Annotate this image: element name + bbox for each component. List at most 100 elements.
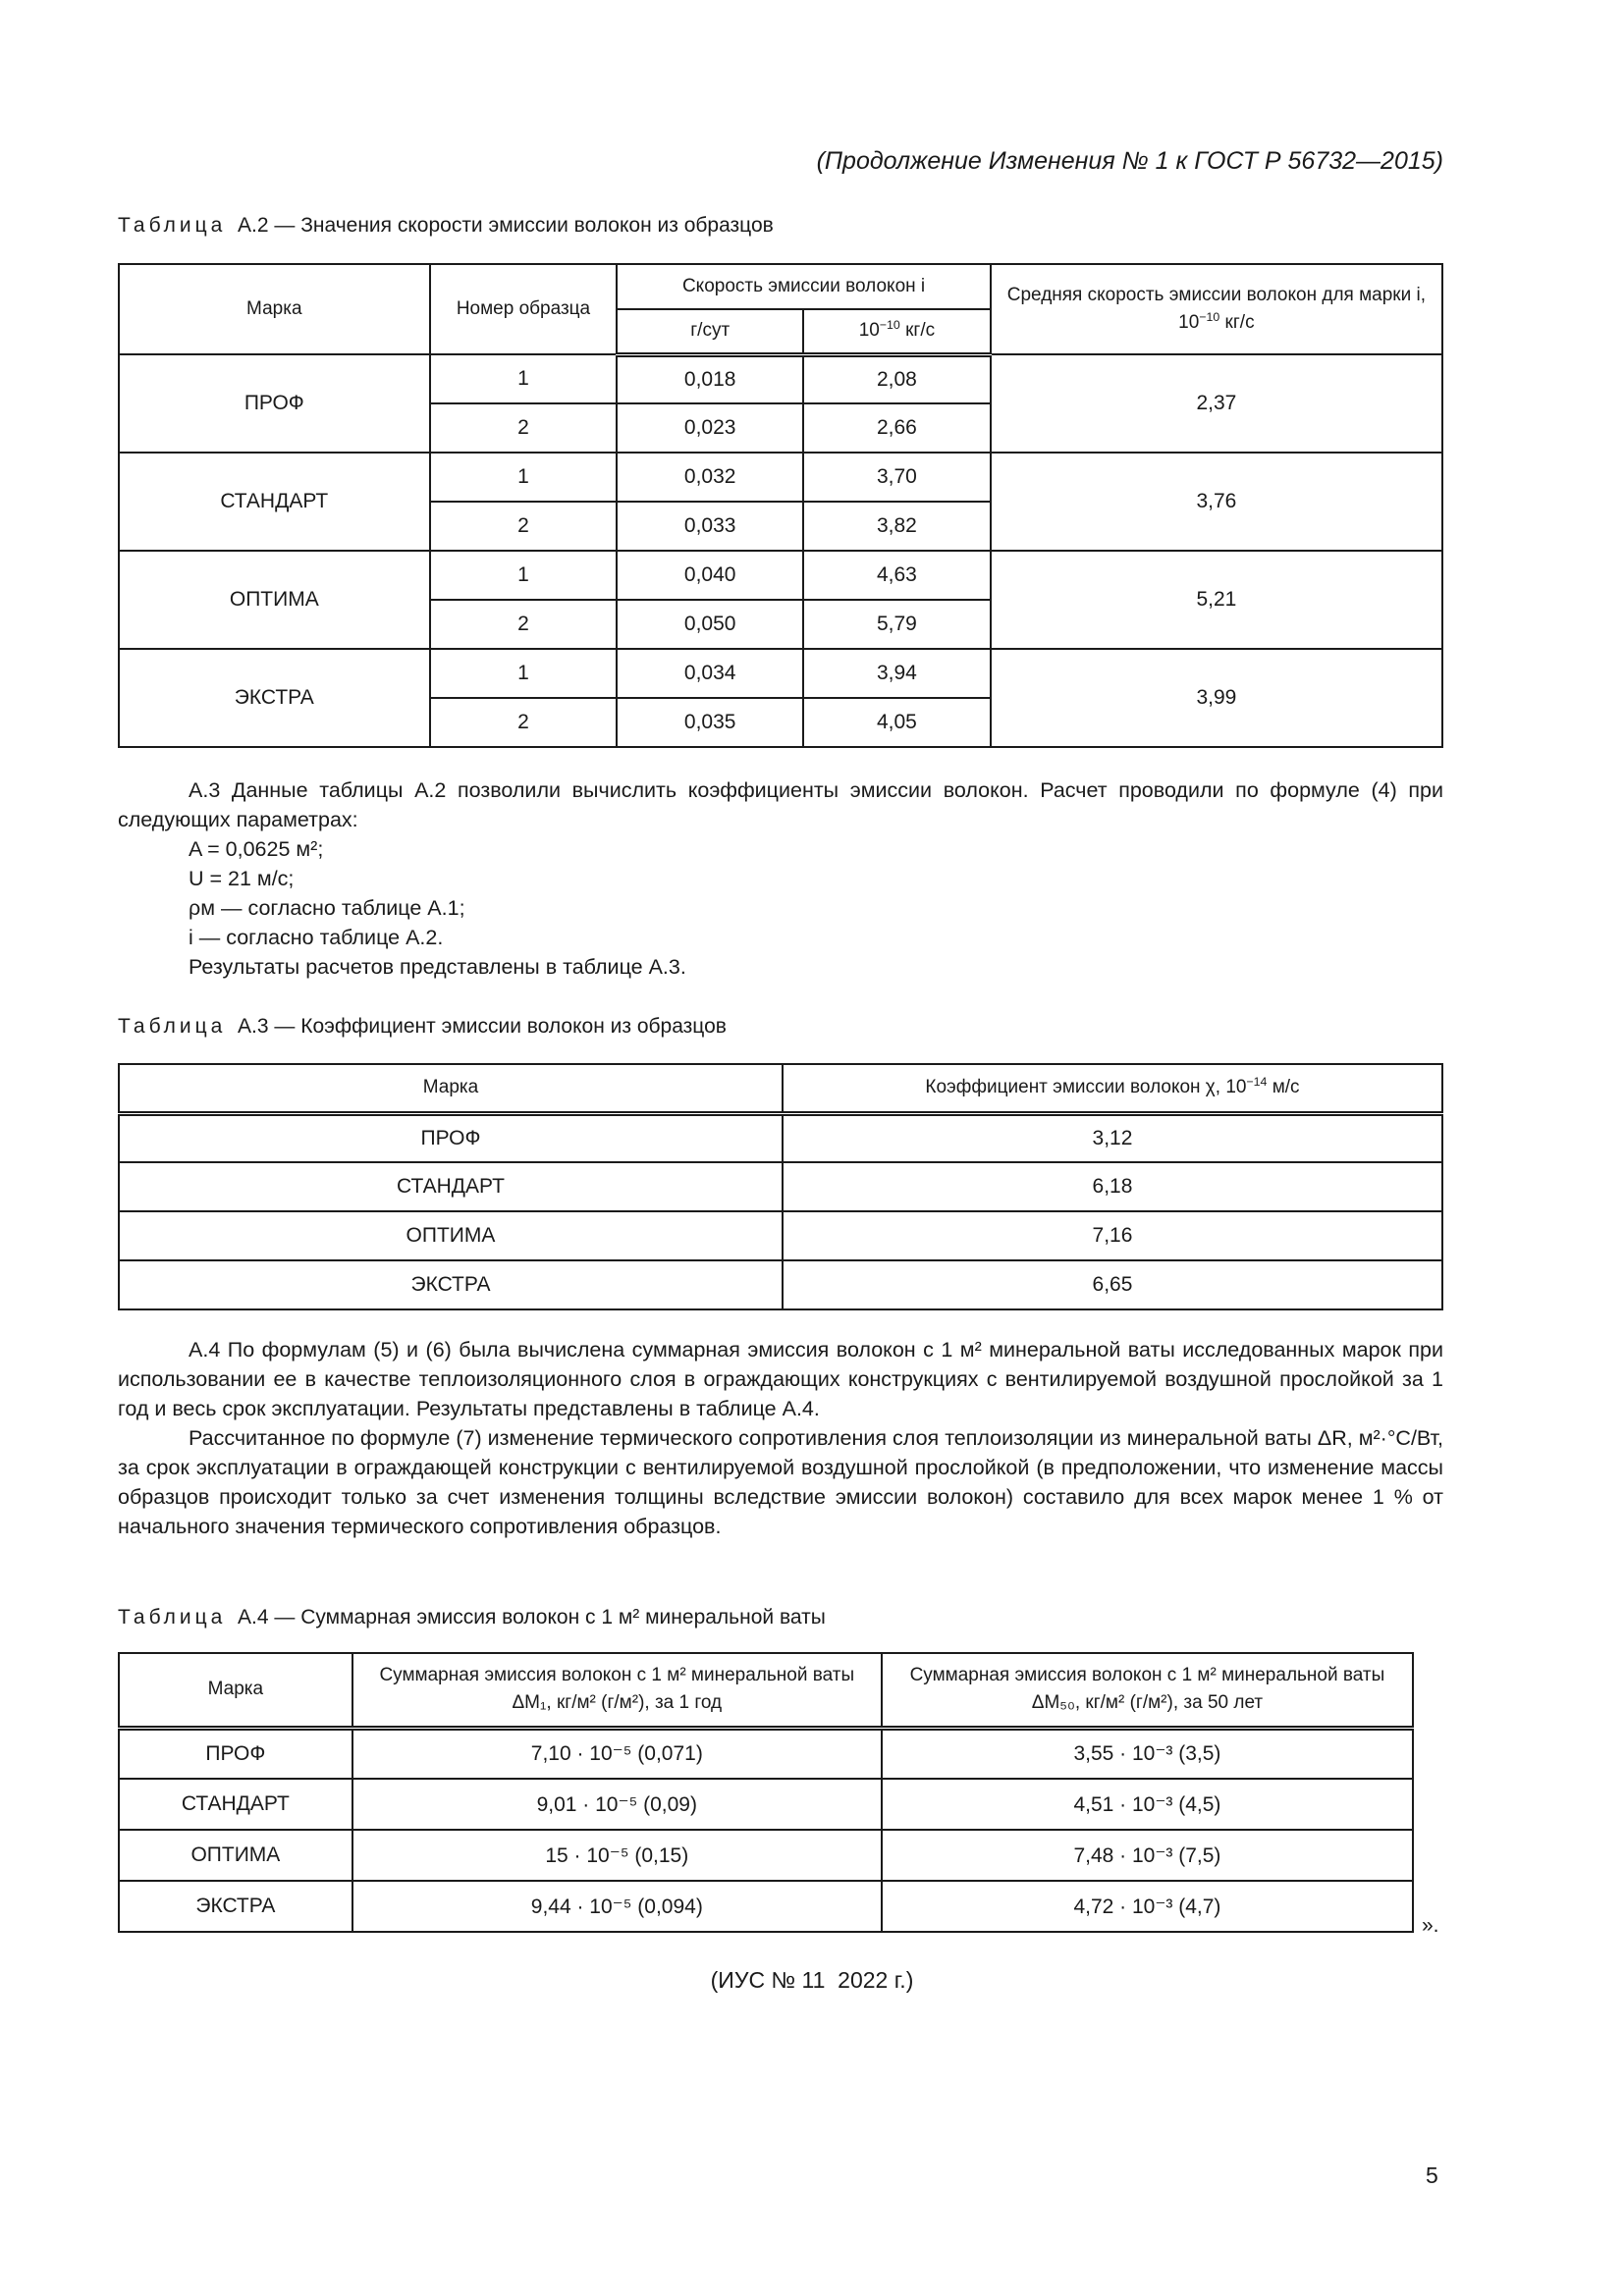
cell-avg: 2,37 (989, 353, 1444, 454)
param-i: i — согласно таблице А.2. (189, 926, 444, 949)
page-number: 5 (1426, 2163, 1438, 2188)
cell-m1: 9,44 · 10⁻⁵ (0,094) (351, 1880, 883, 1933)
header-brand: Марка (118, 1063, 784, 1116)
cell-m1: 9,01 · 10⁻⁵ (0,09) (351, 1778, 883, 1831)
header-avg: Средняя скорость эмиссии волокон для мар… (989, 263, 1444, 355)
cell-sample: 2 (428, 599, 619, 650)
table-row: ОПТИМА 15 · 10⁻⁵ (0,15) 7,48 · 10⁻³ (7,5) (118, 1829, 1415, 1882)
cell-avg: 3,76 (989, 452, 1444, 552)
header-coef: Коэффициент эмиссии волокон χ, 10−14 м/с (781, 1063, 1444, 1116)
cell-m50: 4,72 · 10⁻³ (4,7) (880, 1880, 1415, 1933)
cell-rate-g: 0,040 (616, 550, 805, 601)
para-text: Рассчитанное по формуле (7) изменение те… (118, 1426, 1443, 1538)
caption-text: А.2 — Значения скорости эмиссии волокон … (238, 214, 774, 237)
cell-brand: ПРОФ (118, 1112, 784, 1163)
table-row: СТАНДАРТ 6,18 (118, 1161, 1444, 1212)
header-sample: Номер образца (428, 263, 619, 355)
cell-brand: ПРОФ (118, 1727, 353, 1780)
cell-brand: СТАНДАРТ (118, 1161, 784, 1212)
table-row: ПРОФ 1 0,018 2,08 2,37 (118, 353, 1444, 454)
cell-rate-kg: 4,05 (802, 697, 992, 748)
table-a2-caption: Таблица А.2 — Значения скорости эмиссии … (118, 214, 774, 238)
cell-rate-kg: 3,82 (802, 501, 992, 552)
cell-rate-g: 0,032 (616, 452, 805, 503)
cell-rate-g: 0,023 (616, 402, 805, 454)
para-text: А.4 По формулам (5) и (6) была вычислена… (118, 1338, 1443, 1420)
caption-text: А.3 — Коэффициент эмиссии волокон из обр… (238, 1015, 727, 1038)
cell-rate-g: 0,018 (616, 353, 805, 404)
ius-reference: (ИУС № 11 2022 г.) (710, 1967, 914, 1993)
para-text: А.3 Данные таблицы А.2 позволили вычисли… (118, 778, 1443, 831)
cell-coef: 6,18 (781, 1161, 1444, 1212)
cell-rate-kg: 4,63 (802, 550, 992, 601)
cell-brand: ОПТИМА (118, 1829, 353, 1882)
cell-brand: ОПТИМА (118, 550, 431, 650)
cell-rate-kg: 3,70 (802, 452, 992, 503)
table-row: СТАНДАРТ 9,01 · 10⁻⁵ (0,09) 4,51 · 10⁻³ (4… (118, 1778, 1415, 1831)
table-row: ЭКСТРА 6,65 (118, 1259, 1444, 1310)
cell-rate-kg: 2,08 (802, 353, 992, 404)
paragraph-a4: А.4 По формулам (5) и (6) была вычислена… (118, 1335, 1443, 1541)
cell-m50: 7,48 · 10⁻³ (7,5) (880, 1829, 1415, 1882)
cell-rate-g: 0,033 (616, 501, 805, 552)
table-a4-caption: Таблица А.4 — Суммарная эмиссия волокон … (118, 1606, 826, 1629)
cell-sample: 2 (428, 402, 619, 454)
cell-sample: 2 (428, 501, 619, 552)
table-row: ПРОФ 3,12 (118, 1112, 1444, 1163)
caption-text: А.4 — Суммарная эмиссия волокон с 1 м² м… (238, 1606, 826, 1629)
table-row: ОПТИМА 7,16 (118, 1210, 1444, 1261)
cell-coef: 7,16 (781, 1210, 1444, 1261)
cell-avg: 5,21 (989, 550, 1444, 650)
cell-brand: ЭКСТРА (118, 1880, 353, 1933)
cell-coef: 6,65 (781, 1259, 1444, 1310)
cell-sample: 1 (428, 353, 619, 404)
cell-rate-g: 0,034 (616, 648, 805, 699)
cell-sample: 1 (428, 550, 619, 601)
table-row: ОПТИМА 1 0,040 4,63 5,21 (118, 550, 1444, 650)
cell-m1: 15 · 10⁻⁵ (0,15) (351, 1829, 883, 1882)
table-row: СТАНДАРТ 1 0,032 3,70 3,76 (118, 452, 1444, 552)
header-rate: Скорость эмиссии волокон i (616, 263, 992, 310)
header-m50: Суммарная эмиссия волокон с 1 м² минерал… (880, 1652, 1415, 1731)
param-a: A = 0,0625 м²; (189, 837, 324, 861)
table-a4: Марка Суммарная эмиссия волокон с 1 м² м… (118, 1652, 1415, 1933)
running-header: (Продолжение Изменения № 1 к ГОСТ Р 5673… (816, 147, 1443, 175)
table-word: Таблица (118, 1015, 227, 1038)
table-a2: Марка Номер образца Скорость эмиссии вол… (118, 263, 1444, 748)
header-unit-g: г/сут (616, 308, 805, 357)
table-row: 2 0,035 4,05 (119, 697, 1442, 748)
cell-coef: 3,12 (781, 1112, 1444, 1163)
cell-brand: ПРОФ (118, 353, 431, 454)
cell-m50: 4,51 · 10⁻³ (4,5) (880, 1778, 1415, 1831)
cell-rate-kg: 3,94 (802, 648, 992, 699)
cell-brand: СТАНДАРТ (118, 452, 431, 552)
table-row: ЭКСТРА 1 0,034 3,94 3,99 (118, 648, 1444, 748)
param-rho: ρм — согласно таблице А.1; (189, 896, 465, 920)
cell-rate-g: 0,050 (616, 599, 805, 650)
table-row: ЭКСТРА 9,44 · 10⁻⁵ (0,094) 4,72 · 10⁻³ (4,… (118, 1880, 1415, 1933)
cell-rate-kg: 5,79 (802, 599, 992, 650)
cell-sample: 2 (428, 697, 619, 748)
cell-avg: 3,99 (989, 648, 1444, 748)
cell-m1: 7,10 · 10⁻⁵ (0,071) (351, 1727, 883, 1780)
cell-sample: 1 (428, 452, 619, 503)
table-row: 2 0,023 2,66 (119, 402, 1442, 454)
table-row: 2 0,050 5,79 (119, 599, 1442, 650)
cell-brand: СТАНДАРТ (118, 1778, 353, 1831)
table-row: ПРОФ 7,10 · 10⁻⁵ (0,071) 3,55 · 10⁻³ (3,5) (118, 1727, 1415, 1780)
header-brand: Марка (118, 263, 431, 355)
cell-brand: ЭКСТРА (118, 1259, 784, 1310)
closing-quote: ». (1422, 1914, 1439, 1937)
header-brand: Марка (118, 1652, 353, 1731)
param-u: U = 21 м/с; (189, 867, 295, 890)
table-row: 2 0,033 3,82 (119, 501, 1442, 552)
cell-rate-kg: 2,66 (802, 402, 992, 454)
table-word: Таблица (118, 1606, 227, 1629)
para-result: Результаты расчетов представлены в табли… (189, 955, 686, 979)
table-word: Таблица (118, 214, 227, 237)
table-a3: Марка Коэффициент эмиссии волокон χ, 10−… (118, 1063, 1444, 1310)
cell-rate-g: 0,035 (616, 697, 805, 748)
cell-brand: ОПТИМА (118, 1210, 784, 1261)
cell-m50: 3,55 · 10⁻³ (3,5) (880, 1727, 1415, 1780)
table-a3-caption: Таблица А.3 — Коэффициент эмиссии волоко… (118, 1015, 727, 1039)
